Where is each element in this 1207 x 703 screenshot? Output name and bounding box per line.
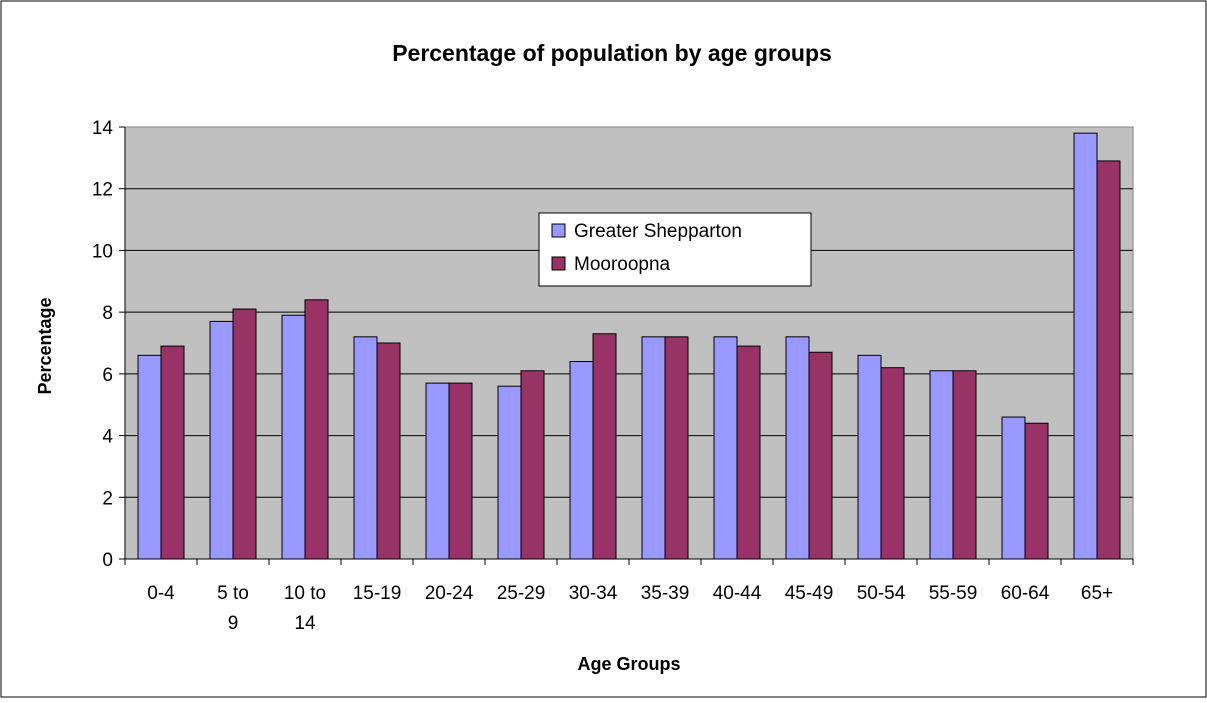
legend-label: Mooroopna (574, 254, 671, 275)
bar-mooroopna (232, 308, 257, 560)
bar-mooroopna (952, 370, 977, 560)
x-tick-label: 14 (294, 613, 316, 634)
bar-mooroopna (736, 345, 761, 560)
y-tick-label: 12 (92, 180, 113, 201)
bar-mooroopna (1024, 422, 1049, 560)
bar-greater-shepparton (353, 336, 378, 560)
plot-area: 0 2 4 6 8 10 12 14 0-4 5 to 9 10 to 14 15-19 20-24 25-2… (92, 118, 1134, 634)
y-tick-label: 10 (92, 241, 113, 262)
x-tick-label: 45-49 (785, 583, 834, 604)
y-tick-label: 6 (102, 365, 113, 386)
x-tick-label: 35-39 (641, 583, 690, 604)
legend: Greater Shepparton Mooroopna (538, 212, 812, 287)
bar-mooroopna (520, 370, 545, 560)
bar-greater-shepparton (137, 354, 162, 560)
chart-title: Percentage of population by age groups (392, 40, 832, 66)
bar-mooroopna (808, 351, 833, 560)
legend-box (538, 212, 812, 287)
x-tick-label: 60-64 (1001, 583, 1050, 604)
y-tick-label: 0 (102, 550, 113, 571)
bar-greater-shepparton (569, 361, 594, 560)
bar-greater-shepparton (497, 385, 522, 560)
bar-mooroopna (304, 299, 329, 560)
bar-mooroopna (448, 382, 473, 560)
y-axis-label: Percentage (35, 297, 55, 394)
bar-mooroopna (376, 342, 401, 560)
bar-greater-shepparton (713, 336, 738, 560)
x-tick-label: 65+ (1081, 583, 1113, 604)
bar-greater-shepparton (857, 354, 882, 560)
plot-background (125, 127, 1133, 559)
x-tick-label: 15-19 (353, 583, 402, 604)
bar-greater-shepparton (1001, 416, 1026, 560)
x-axis-label: Age Groups (577, 654, 680, 674)
bar-greater-shepparton (425, 382, 450, 560)
y-tick-label: 14 (92, 118, 114, 139)
bar-mooroopna (664, 336, 689, 560)
bar-greater-shepparton (929, 370, 954, 560)
x-tick-label: 25-29 (497, 583, 546, 604)
y-tick-label: 2 (102, 488, 113, 509)
bar-mooroopna (880, 367, 905, 560)
bar-mooroopna (160, 345, 185, 560)
x-tick-label: 30-34 (569, 583, 618, 604)
y-tick-label: 4 (102, 427, 113, 448)
x-tick-label: 20-24 (425, 583, 474, 604)
legend-swatch (551, 256, 566, 271)
bar-greater-shepparton (785, 336, 810, 560)
x-tick-label: 40-44 (713, 583, 762, 604)
x-tick-label: 0-4 (147, 583, 175, 604)
bar-greater-shepparton (209, 320, 234, 560)
bar-greater-shepparton (281, 314, 306, 560)
x-tick-label: 50-54 (857, 583, 906, 604)
legend-swatch (551, 223, 566, 238)
bar-mooroopna (592, 333, 617, 560)
x-tick-label: 55-59 (929, 583, 978, 604)
bar-greater-shepparton (641, 336, 666, 560)
bar-mooroopna (1096, 160, 1121, 560)
bar-greater-shepparton (1073, 132, 1098, 560)
legend-label: Greater Shepparton (574, 221, 742, 242)
x-tick-label: 9 (228, 613, 239, 634)
y-tick-label: 8 (102, 303, 113, 324)
x-tick-label: 5 to (217, 583, 249, 604)
x-tick-label: 10 to (284, 583, 326, 604)
